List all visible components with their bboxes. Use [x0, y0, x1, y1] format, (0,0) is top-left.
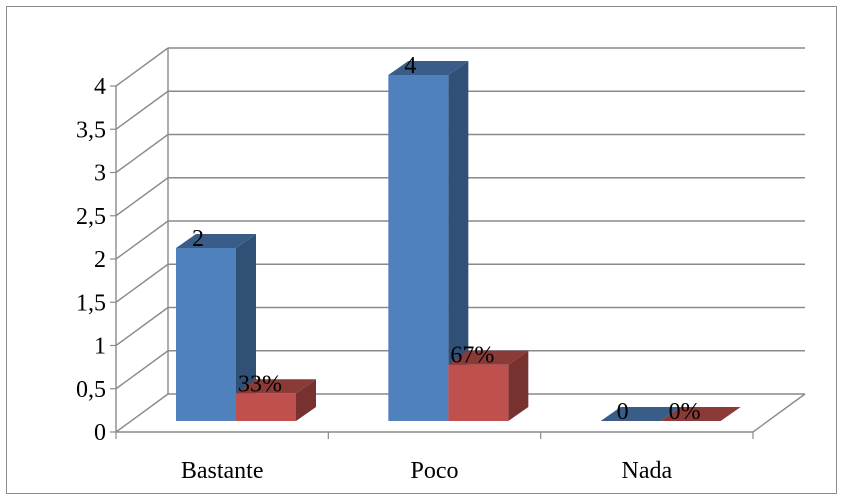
- bar-front-face: [388, 75, 449, 421]
- bar-percent-poco: [448, 350, 529, 421]
- bar-top-face: [236, 379, 316, 394]
- gridline-side: [115, 133, 169, 174]
- y-axis-tick-labels: 0 0,5 1 1,5 2 2,5 3 3,5 4: [76, 74, 106, 446]
- x-tick-label: Nada: [622, 458, 673, 484]
- data-label: 2: [192, 226, 204, 252]
- gridline-side: [115, 220, 169, 260]
- y-tick-label: 2,5: [76, 204, 106, 230]
- y-tick-label: 1: [94, 334, 106, 360]
- y-tick-label: 0: [94, 420, 106, 446]
- bar-top-face: [176, 234, 256, 248]
- y-tick-label: 1,5: [76, 290, 106, 316]
- x-tick-label: Bastante: [181, 458, 264, 484]
- gridline-side: [115, 306, 169, 347]
- bar-front-face: [176, 248, 236, 421]
- bar-count-bastante: [176, 234, 256, 421]
- bar-side-face: [296, 379, 316, 421]
- x-tick-label: Poco: [411, 458, 459, 484]
- data-label: 0: [617, 399, 629, 425]
- bar-top-face: [660, 407, 741, 421]
- y-tick-label: 4: [94, 74, 106, 100]
- data-label: 67%: [450, 343, 494, 369]
- bar-count-poco: [388, 61, 469, 421]
- y-tick-label: 0,5: [76, 377, 106, 403]
- bar-count-nada: [600, 407, 681, 421]
- bar-top-face: [600, 407, 681, 421]
- bar-percent-nada: [660, 407, 741, 421]
- gridline-side: [115, 90, 169, 130]
- gridline-side: [115, 263, 169, 303]
- gridline-side: [115, 47, 169, 87]
- bars: [176, 61, 741, 421]
- bar-percent-bastante: [236, 379, 316, 421]
- data-label: 33%: [238, 371, 282, 397]
- y-tick-label: 3,5: [76, 117, 106, 143]
- y-tick-label: 3: [94, 161, 106, 187]
- bar-top-face: [388, 61, 469, 75]
- bar-side-face: [236, 234, 256, 421]
- bar-front-face: [236, 393, 296, 421]
- gridline-side: [115, 350, 169, 390]
- bar-top-face: [448, 350, 529, 365]
- data-label: 0%: [669, 399, 701, 425]
- x-axis-tick-labels: Bastante Poco Nada: [181, 458, 673, 484]
- y-tick-label: 2: [94, 247, 106, 273]
- bar-side-face: [448, 61, 469, 421]
- data-label: 4: [404, 53, 416, 79]
- gridline-side: [115, 393, 169, 433]
- bar-front-face: [448, 364, 509, 421]
- data-labels: 2 4 0 33% 67% 0%: [192, 53, 701, 425]
- gridline-side: [115, 177, 169, 217]
- axes: [110, 85, 806, 439]
- bar-side-face: [508, 350, 529, 421]
